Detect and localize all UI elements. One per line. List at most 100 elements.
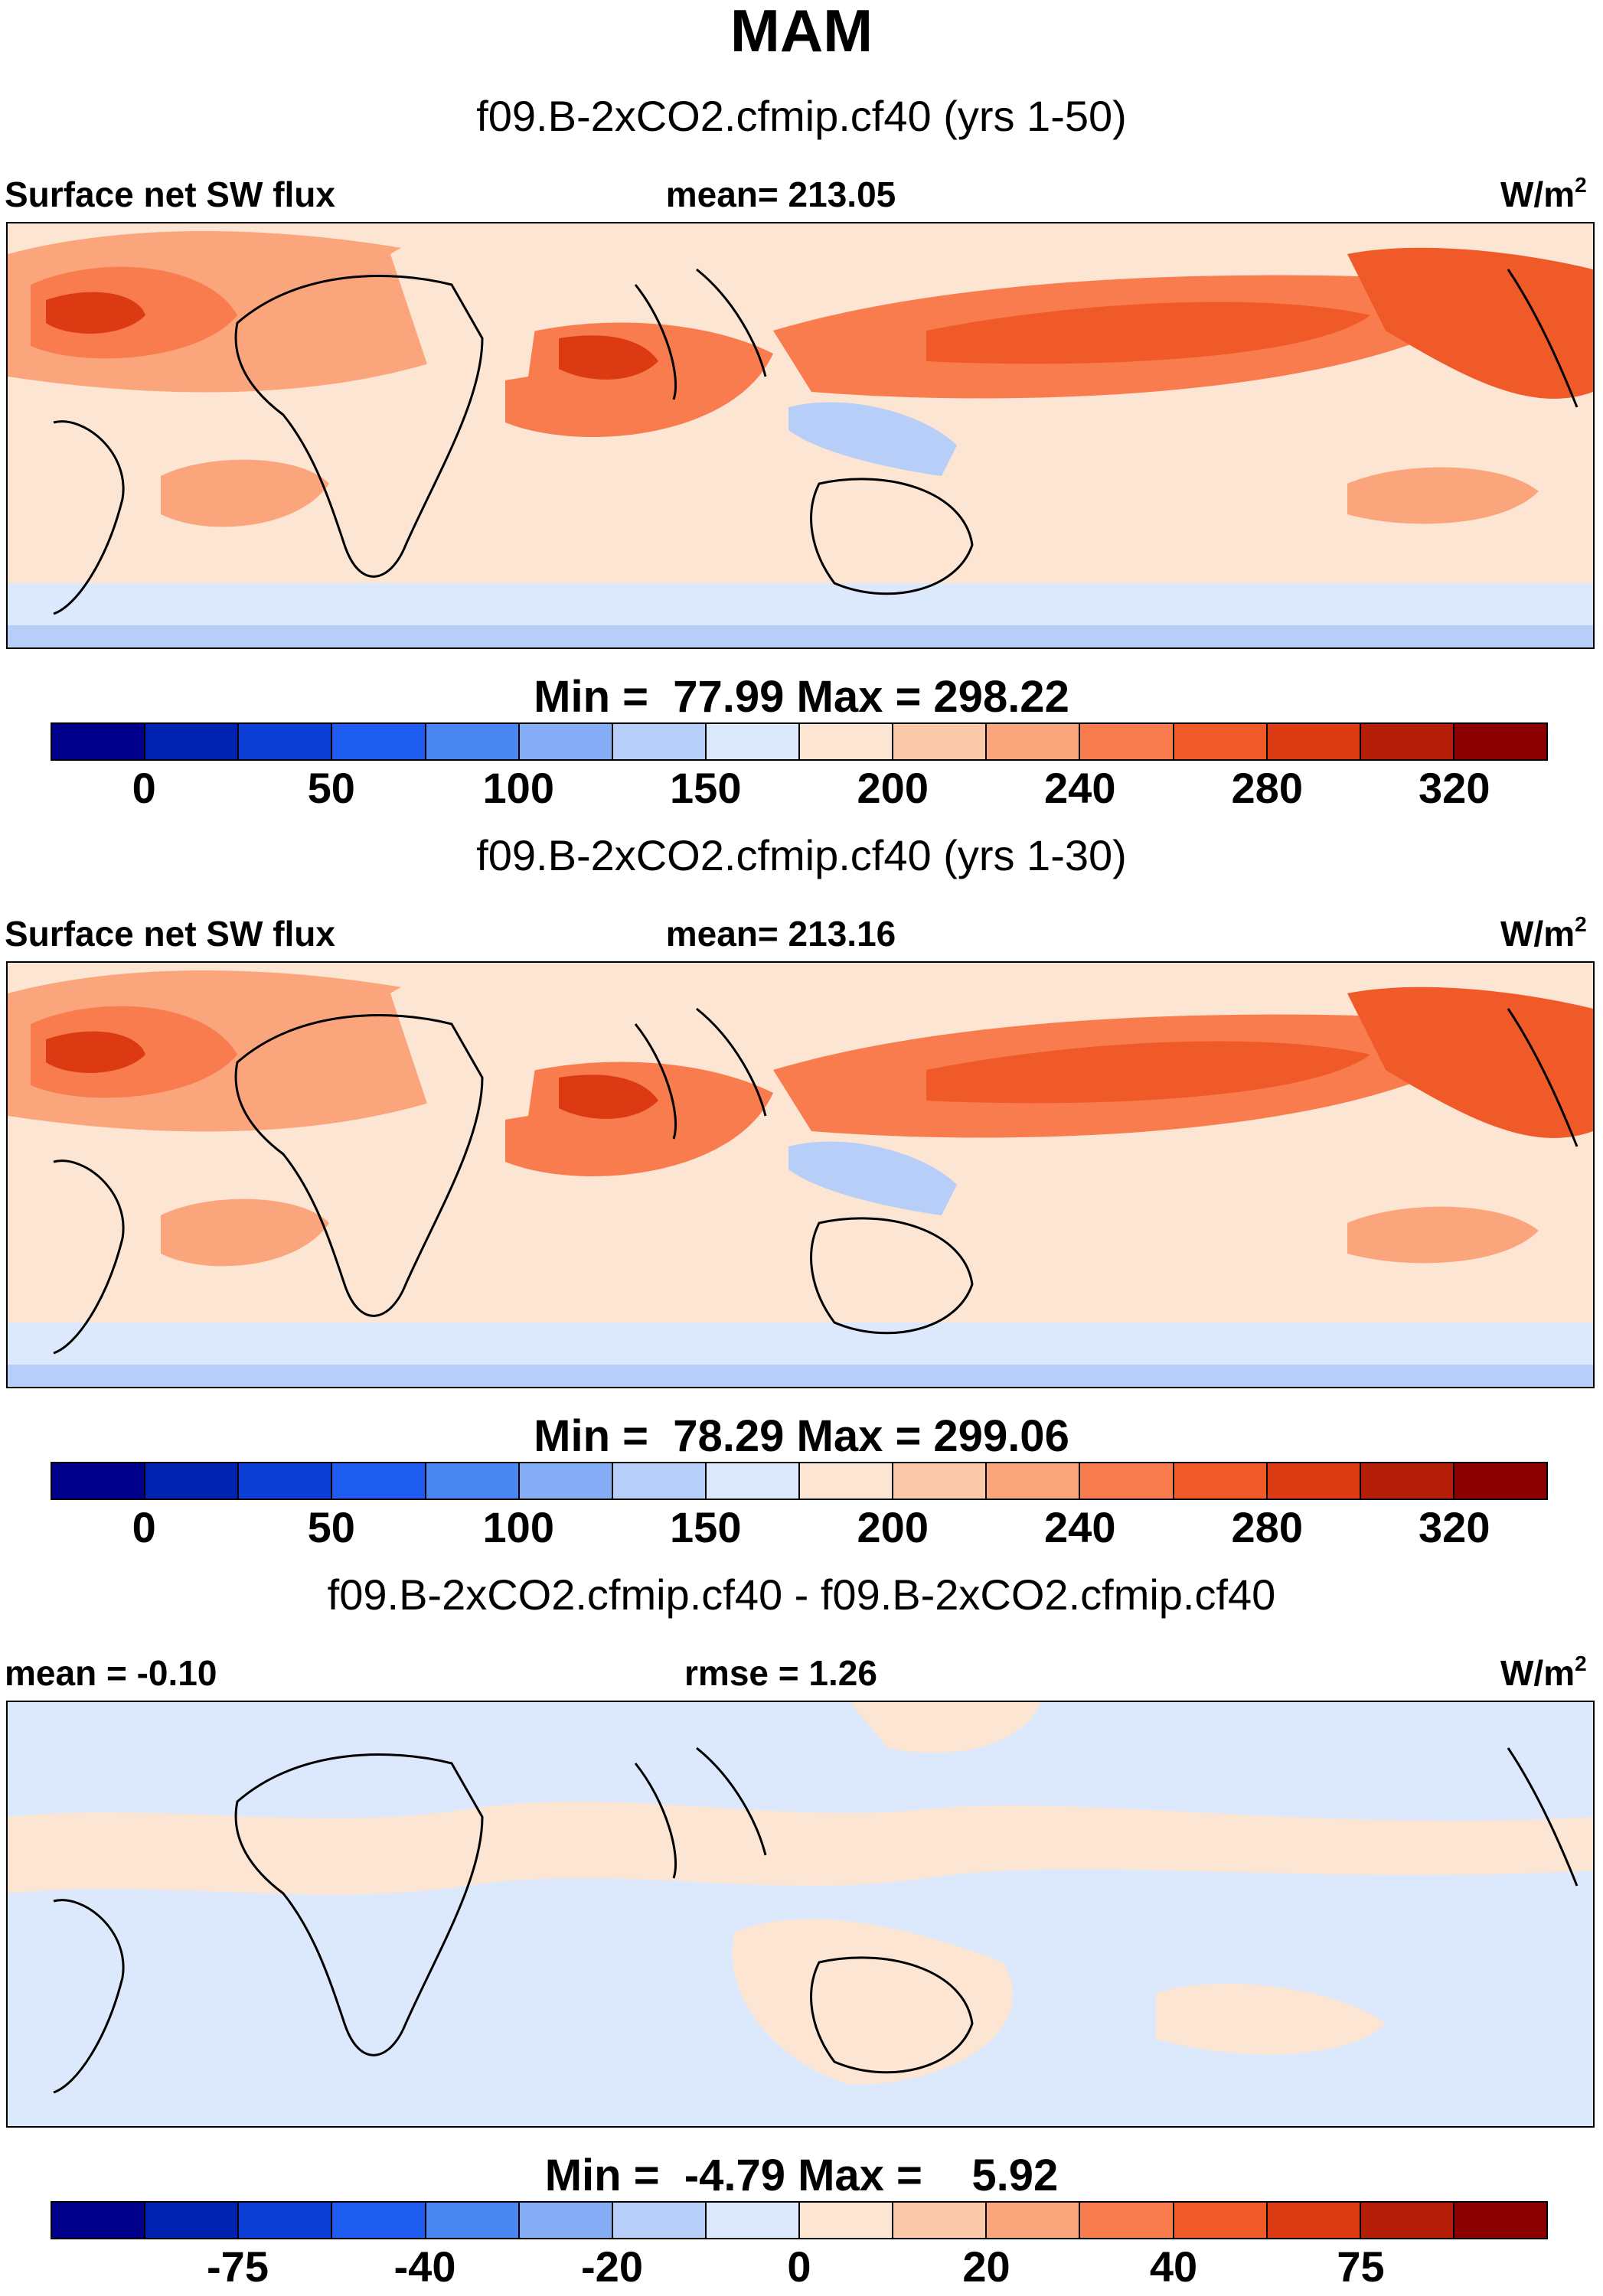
colorbar-tick-label: 200 [857, 1503, 929, 1551]
colorbar-segment [332, 724, 426, 759]
africa-coast [234, 1753, 484, 2056]
panel-2-map [6, 961, 1595, 1388]
colorbar-segment [1267, 1463, 1361, 1499]
difference-positive-band [8, 1802, 1593, 1895]
colorbar-tick-label: 75 [1337, 2242, 1385, 2291]
colorbar-segment [239, 2203, 333, 2238]
panel-1-units: W/m2 [1500, 173, 1587, 215]
colorbar-segment [426, 1463, 520, 1499]
colorbar-segment [1454, 2203, 1546, 2238]
panel-1-map [6, 222, 1595, 649]
colorbar-segment [612, 2203, 707, 2238]
colorbar-segment [706, 1463, 800, 1499]
pacific-core [926, 302, 1370, 364]
colorbar-segment [1267, 2203, 1361, 2238]
colorbar-segment [987, 724, 1081, 759]
panel-1-mean-label: mean= 213.05 [665, 174, 896, 214]
colorbar-segment [987, 2203, 1081, 2238]
panel-2-subtitle: f09.B-2xCO2.cfmip.cf40 (yrs 1-30) [476, 831, 1127, 879]
colorbar-segment [987, 1463, 1081, 1499]
colorbar-segment [1360, 1463, 1454, 1499]
north-atlantic-max [46, 292, 145, 334]
colorbar-segment [893, 724, 988, 759]
colorbar-segment [1360, 724, 1454, 759]
colorbar-tick-label: -40 [393, 2242, 456, 2291]
panel-3-colorbar [51, 2201, 1548, 2239]
colorbar-tick-label: 150 [670, 1503, 742, 1551]
east-pacific-high [1347, 987, 1593, 1138]
colorbar-tick-label: 240 [1044, 1503, 1116, 1551]
panel-2-units: W/m2 [1500, 912, 1587, 954]
panel-3-units: W/m2 [1500, 1652, 1587, 1694]
africa-coast [234, 275, 484, 578]
colorbar-segment [612, 1463, 707, 1499]
colorbar-segment [893, 1463, 988, 1499]
colorbar-tick-label: 50 [307, 764, 355, 812]
colorbar-tick-label: 0 [787, 2242, 811, 2291]
difference-positive-patch-2 [1156, 1983, 1386, 2055]
colorbar-segment [145, 2203, 240, 2238]
africa-coast [234, 1014, 484, 1317]
panel-3-colorbar-ticks: -75 -40 -20 0 20 40 75 [0, 2244, 1603, 2293]
colorbar-segment [706, 2203, 800, 2238]
south-america-coast [53, 1899, 125, 2094]
panel-3-mean-label: mean = -0.10 [5, 1653, 217, 1693]
panel-2-colorbar [51, 1462, 1548, 1500]
south-atlantic-high [161, 1199, 329, 1267]
colorbar-segment [1267, 724, 1361, 759]
maritime-continent-low [788, 1141, 957, 1215]
colorbar-segment [1360, 2203, 1454, 2238]
difference-positive-patch-1 [732, 1919, 1014, 2085]
colorbar-tick-label: 320 [1419, 1503, 1490, 1551]
colorbar-tick-label: 150 [670, 764, 742, 812]
panel-2-minmax: Min = 78.29 Max = 299.06 [534, 1411, 1069, 1461]
colorbar-tick-label: 20 [962, 2242, 1010, 2291]
colorbar-tick-label: -20 [581, 2242, 643, 2291]
colorbar-segment [52, 724, 146, 759]
colorbar-segment [1174, 2203, 1268, 2238]
colorbar-segment [1174, 724, 1268, 759]
colorbar-segment [519, 1463, 613, 1499]
colorbar-segment [1080, 724, 1174, 759]
panel-3-map [6, 1701, 1595, 2128]
colorbar-segment [706, 724, 800, 759]
asia-coast [634, 268, 767, 400]
australia-coast [810, 1217, 974, 1335]
colorbar-tick-label: 100 [482, 1503, 554, 1551]
southern-ocean-lower [8, 1365, 1593, 1387]
south-atlantic-high [161, 459, 329, 527]
colorbar-segment [239, 724, 333, 759]
panel-3-subtitle: f09.B-2xCO2.cfmip.cf40 - f09.B-2xCO2.cfm… [327, 1570, 1276, 1619]
panel-2-colorbar-ticks: 0 50 100 150 200 240 280 320 [0, 1505, 1603, 1554]
pacific-core [926, 1041, 1370, 1104]
colorbar-segment [519, 2203, 613, 2238]
colorbar-segment [893, 2203, 988, 2238]
colorbar-segment [332, 1463, 426, 1499]
southern-ocean-lower [8, 625, 1593, 647]
colorbar-segment [800, 1463, 894, 1499]
colorbar-segment [332, 2203, 426, 2238]
panel-1-colorbar [51, 722, 1548, 761]
difference-background [8, 1702, 1593, 2126]
colorbar-tick-label: 50 [307, 1503, 355, 1551]
south-pacific-high [1347, 1206, 1539, 1264]
panel-3-rmse-label: rmse = 1.26 [684, 1653, 877, 1693]
colorbar-tick-label: 40 [1149, 2242, 1198, 2291]
colorbar-tick-label: 240 [1044, 764, 1116, 812]
north-atlantic-max [46, 1031, 145, 1073]
asia-coast [634, 1007, 767, 1140]
australia-coast [810, 1956, 974, 2074]
colorbar-tick-label: 280 [1231, 764, 1303, 812]
colorbar-segment [800, 2203, 894, 2238]
colorbar-segment [1454, 1463, 1546, 1499]
maritime-continent-low [788, 402, 957, 476]
colorbar-segment [145, 1463, 240, 1499]
asia-coast [634, 1746, 767, 1879]
colorbar-tick-label: 320 [1419, 764, 1490, 812]
colorbar-segment [426, 2203, 520, 2238]
colorbar-segment [239, 1463, 333, 1499]
panel-2-variable-label: Surface net SW flux [5, 914, 335, 954]
panel-1-minmax: Min = 77.99 Max = 298.22 [534, 672, 1069, 722]
colorbar-tick-label: 200 [857, 764, 929, 812]
panel-1-variable-label: Surface net SW flux [5, 174, 335, 214]
